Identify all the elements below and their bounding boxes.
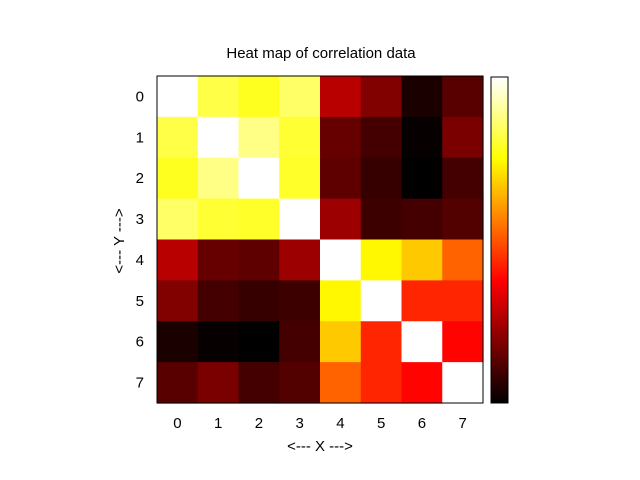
heatmap-cell — [401, 280, 443, 322]
heatmap-cell — [238, 362, 280, 404]
heatmap-cell — [360, 116, 403, 159]
y-tick-label: 5 — [136, 293, 144, 310]
heatmap-cell — [157, 116, 199, 159]
heatmap-cell — [238, 198, 280, 241]
heatmap-cell — [442, 280, 484, 322]
heatmap-cell — [320, 239, 362, 281]
plot-frame — [156, 75, 484, 404]
heatmap-cell — [157, 157, 199, 200]
x-tick-label: 5 — [377, 415, 385, 432]
heatmap-cell — [157, 362, 199, 404]
heatmap-cell — [157, 239, 199, 281]
heatmap-cell — [320, 362, 362, 404]
x-tick-label: 4 — [336, 415, 344, 432]
heatmap-cell — [157, 76, 199, 118]
heatmap-cell — [157, 280, 199, 322]
heatmap-cell — [157, 198, 199, 241]
x-tick-label: 0 — [173, 415, 181, 432]
heatmap-cell — [238, 321, 280, 363]
heatmap-cell — [442, 157, 484, 200]
heatmap-cell — [401, 362, 443, 404]
y-tick-label: 7 — [136, 375, 144, 392]
heatmap-cell — [279, 321, 321, 363]
heatmap-cell — [360, 280, 403, 322]
y-tick-label: 3 — [136, 211, 144, 228]
heatmap-cell — [360, 157, 403, 200]
heatmap-cell — [238, 239, 280, 281]
x-tick-labels: 0 1 2 3 4 5 6 7 — [173, 415, 467, 432]
heatmap-cell — [197, 116, 240, 159]
heatmap-cell — [442, 321, 484, 363]
y-tick-label: 6 — [136, 334, 144, 351]
heatmap-cell — [197, 321, 240, 363]
heatmap-cell — [197, 239, 240, 281]
heatmap-cell — [320, 321, 362, 363]
heatmap-cell — [238, 76, 280, 118]
heatmap-cell — [157, 321, 199, 363]
heatmap-cells — [157, 76, 484, 404]
heatmap-cell — [197, 157, 240, 200]
heatmap-cell — [279, 116, 321, 159]
heatmap-cell — [279, 157, 321, 200]
heatmap-cell — [360, 198, 403, 241]
y-axis-label: <--- Y ---> — [111, 208, 128, 274]
heatmap-cell — [279, 280, 321, 322]
heatmap-cell — [360, 362, 403, 404]
x-tick-label: 3 — [295, 415, 303, 432]
heatmap-cell — [442, 362, 484, 404]
heatmap-cell — [401, 76, 443, 118]
heatmap-cell — [279, 362, 321, 404]
heatmap-cell — [360, 239, 403, 281]
y-tick-label: 1 — [136, 129, 144, 146]
x-tick-label: 7 — [458, 415, 466, 432]
heatmap-cell — [442, 239, 484, 281]
heatmap-cell — [401, 239, 443, 281]
heatmap-cell — [442, 198, 484, 241]
heatmap-cell — [197, 280, 240, 322]
y-tick-labels: 0 1 2 3 4 5 6 7 — [136, 88, 144, 391]
heatmap-cell — [401, 321, 443, 363]
heatmap-cell — [401, 198, 443, 241]
colorbar — [490, 76, 509, 404]
heatmap-cell — [442, 76, 484, 118]
heatmap-cell — [360, 321, 403, 363]
y-tick-label: 2 — [136, 170, 144, 187]
x-tick-label: 1 — [214, 415, 222, 432]
y-tick-label: 0 — [136, 88, 144, 105]
heatmap-cell — [238, 157, 280, 200]
heatmap-cell — [197, 198, 240, 241]
heatmap-cell — [197, 362, 240, 404]
heatmap-cell — [320, 116, 362, 159]
heatmap-cell — [279, 239, 321, 281]
heatmap-cell — [442, 116, 484, 159]
heatmap-cell — [320, 157, 362, 200]
heatmap-cell — [320, 280, 362, 322]
heatmap-cell — [320, 76, 362, 118]
heatmap-cell — [279, 198, 321, 241]
x-axis-label: <--- X ---> — [287, 438, 353, 455]
x-tick-label: 6 — [418, 415, 426, 432]
heatmap-cell — [238, 116, 280, 159]
heatmap-cell — [320, 198, 362, 241]
heatmap-cell — [360, 76, 403, 118]
x-tick-label: 2 — [255, 415, 263, 432]
heatmap-cell — [238, 280, 280, 322]
heatmap-cell — [401, 116, 443, 159]
heatmap-cell — [401, 157, 443, 200]
y-tick-label: 4 — [136, 252, 144, 269]
heatmap-cell — [197, 76, 240, 118]
chart-title: Heat map of correlation data — [226, 45, 416, 62]
heatmap-cell — [279, 76, 321, 118]
